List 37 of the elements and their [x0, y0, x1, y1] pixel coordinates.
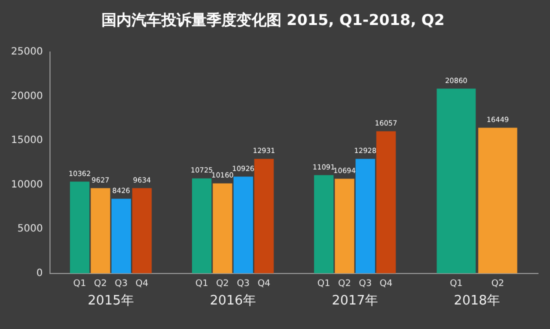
- series-label: Q4: [136, 279, 149, 290]
- x-tick-label: 2017年: [332, 294, 378, 309]
- bar: [356, 158, 376, 274]
- bar: [192, 178, 212, 274]
- bar: [90, 188, 110, 274]
- bar: [111, 198, 131, 274]
- text: Q4: [258, 279, 270, 290]
- bar: [234, 176, 254, 274]
- text: Q1: [317, 279, 330, 290]
- bar: [314, 175, 334, 274]
- text: Q1: [450, 279, 463, 290]
- text: Q3: [358, 279, 372, 290]
- series-label: Q1: [73, 279, 86, 290]
- x-tick-label: 2016年: [210, 294, 256, 309]
- y-tick-label: 10000: [11, 179, 43, 190]
- text: Q2: [338, 279, 351, 290]
- series-label: Q3: [114, 279, 128, 290]
- bar: [132, 188, 152, 274]
- series-label: Q2: [94, 279, 107, 290]
- bar: [334, 178, 354, 274]
- text: Q1: [195, 279, 208, 290]
- y-tick-label: 5000: [17, 224, 43, 235]
- bar: [376, 131, 396, 274]
- text: Q3: [236, 279, 250, 290]
- x-tick-label: 2018年: [454, 294, 500, 309]
- text: Q4: [380, 279, 392, 290]
- y-tick-label: 20000: [11, 90, 43, 102]
- bar: [70, 182, 90, 274]
- y-tick-label: 25000: [11, 46, 43, 58]
- text: Q2: [491, 279, 504, 290]
- y-tick-label: 0: [36, 268, 43, 279]
- bar: [254, 158, 274, 274]
- y-tick-label: 15000: [11, 135, 43, 146]
- text: Q2: [216, 279, 229, 290]
- chart-title: 国内汽车投诉量季度变化图 2015, Q1-2018, Q2: [101, 10, 445, 29]
- bar: [212, 183, 232, 274]
- x-tick-label: 2015年: [88, 294, 134, 309]
